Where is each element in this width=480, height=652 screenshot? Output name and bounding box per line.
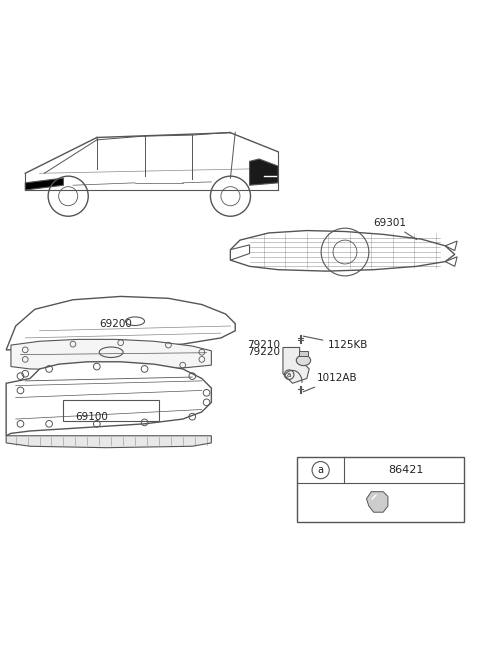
Text: 86421: 86421 [388, 465, 423, 475]
Polygon shape [25, 178, 63, 190]
Text: 1012AB: 1012AB [303, 374, 357, 392]
Bar [297, 457, 464, 522]
Polygon shape [250, 159, 278, 185]
Text: 69200: 69200 [99, 319, 132, 329]
Text: 1125KB: 1125KB [303, 336, 369, 350]
Text: a: a [318, 465, 324, 475]
Polygon shape [6, 436, 211, 448]
Polygon shape [11, 339, 211, 370]
Polygon shape [230, 231, 455, 271]
Polygon shape [445, 257, 457, 267]
Text: 69301: 69301 [373, 218, 417, 239]
Text: 79210: 79210 [247, 340, 280, 350]
Polygon shape [299, 351, 308, 355]
Ellipse shape [296, 355, 311, 366]
Text: a: a [287, 372, 291, 378]
Polygon shape [6, 362, 211, 436]
Polygon shape [6, 297, 235, 350]
Text: 79220: 79220 [247, 348, 280, 357]
Polygon shape [283, 348, 309, 383]
Bar [63, 400, 159, 421]
Text: 69100: 69100 [76, 411, 108, 422]
Polygon shape [230, 245, 250, 260]
Polygon shape [445, 241, 457, 250]
Polygon shape [366, 492, 388, 512]
